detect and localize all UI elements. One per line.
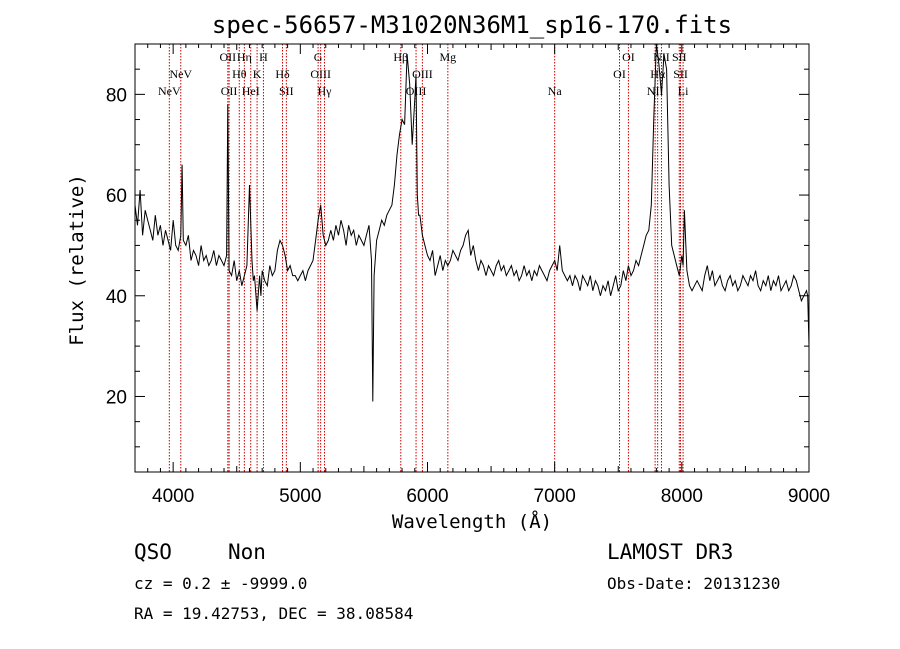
axis-tick-labels: 4000 5000 6000 7000 8000 9000 20 40 60 80 bbox=[106, 85, 830, 507]
x-tick-label: 4000 bbox=[152, 486, 194, 507]
emission-line-label: OI bbox=[613, 67, 626, 81]
emission-line-label: SII bbox=[672, 50, 687, 64]
emission-line-label: SII bbox=[279, 84, 294, 98]
y-tick-label: 40 bbox=[106, 287, 127, 308]
emission-line-label: OII bbox=[219, 50, 236, 64]
emission-line-label: K bbox=[253, 67, 262, 81]
x-tick-label: 6000 bbox=[406, 486, 448, 507]
object-subclass: Non bbox=[228, 540, 266, 564]
observation-date: Obs-Date: 20131230 bbox=[607, 574, 780, 593]
emission-line-label: NeV bbox=[158, 84, 181, 98]
x-tick-label: 5000 bbox=[279, 486, 321, 507]
emission-line-label: NeV bbox=[169, 67, 192, 81]
y-tick-label: 20 bbox=[106, 387, 127, 408]
y-tick-label: 60 bbox=[106, 186, 127, 207]
y-axis-label: Flux (relative) bbox=[66, 174, 88, 346]
emission-line-label: Hα bbox=[650, 67, 666, 81]
emission-line-label: Hδ bbox=[275, 67, 290, 81]
emission-line-label: OIII bbox=[310, 67, 331, 81]
emission-line-label: Hη bbox=[237, 50, 252, 64]
emission-line-label: Li bbox=[678, 84, 689, 98]
emission-line-label: OIII bbox=[412, 67, 433, 81]
emission-line-label: SII bbox=[673, 67, 688, 81]
emission-line-label: OI bbox=[622, 50, 635, 64]
emission-line-label: G bbox=[314, 50, 323, 64]
emission-line-label: Hθ bbox=[232, 67, 247, 81]
chart-title: spec-56657-M31020N36M1_sp16-170.fits bbox=[212, 11, 732, 39]
axis-ticks bbox=[134, 43, 810, 472]
plot-frame bbox=[134, 43, 810, 473]
coordinates-text: RA = 19.42753, DEC = 38.08584 bbox=[134, 604, 413, 623]
emission-line-label: Na bbox=[548, 84, 563, 98]
object-class: QSO bbox=[134, 540, 172, 564]
survey-name: LAMOST DR3 bbox=[607, 540, 733, 564]
x-tick-label: 7000 bbox=[534, 486, 576, 507]
emission-line-label: HeI bbox=[242, 84, 260, 98]
emission-line-label: H bbox=[259, 50, 268, 64]
emission-line-markers bbox=[168, 44, 684, 472]
x-axis-label: Wavelength (Å) bbox=[392, 510, 552, 533]
emission-line-label: OII bbox=[221, 84, 238, 98]
y-tick-label: 80 bbox=[106, 85, 127, 106]
emission-line-label: Mg bbox=[440, 50, 457, 64]
emission-line-labels: NeV NeV OII OII Hθ Hη HeI KH Hδ SII G OIII Hγ Hβ OIII O… bbox=[158, 50, 689, 98]
emission-line-label: Hγ bbox=[317, 84, 332, 98]
emission-line-label: Hβ bbox=[393, 50, 408, 64]
x-tick-label: 8000 bbox=[661, 486, 703, 507]
x-tick-label: 9000 bbox=[788, 486, 830, 507]
redshift-text: cz = 0.2 ± -9999.0 bbox=[134, 574, 307, 593]
spectrum-line bbox=[134, 43, 810, 402]
